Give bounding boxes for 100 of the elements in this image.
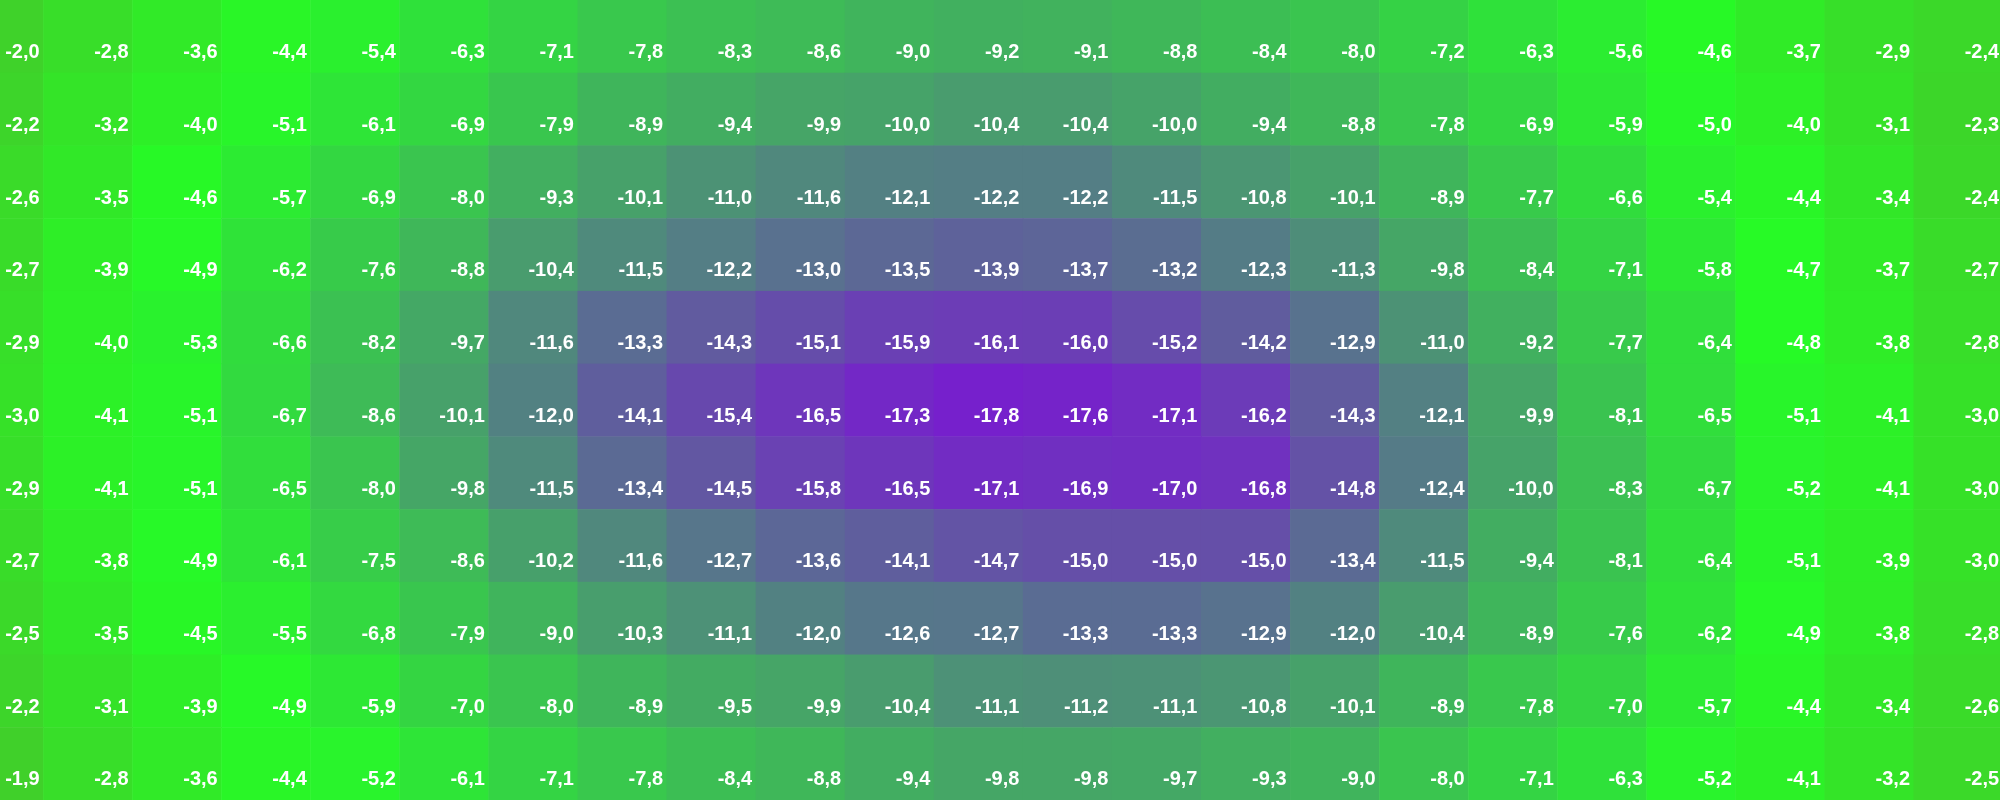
data-label: -2,8	[1964, 622, 2000, 645]
data-label: -8,9	[628, 694, 664, 717]
data-label: -6,9	[1519, 112, 1554, 135]
data-label: -5,1	[183, 476, 218, 499]
data-label: -13,3	[617, 331, 664, 354]
data-label: -11,6	[796, 185, 842, 208]
data-label: -3,4	[1875, 185, 1911, 208]
data-label: -5,2	[361, 767, 396, 790]
data-label: -12,7	[706, 549, 753, 572]
data-label: -15,2	[1151, 331, 1198, 354]
data-label: -2,3	[1964, 112, 2000, 135]
data-label: -17,6	[1062, 403, 1109, 426]
data-label: -3,2	[1875, 767, 1911, 790]
data-label: -10,1	[617, 185, 664, 208]
data-label: -15,0	[1062, 549, 1109, 572]
data-label: -5,9	[361, 694, 396, 717]
data-label: -9,1	[1073, 40, 1109, 63]
data-label: -6,9	[450, 112, 485, 135]
data-label: -12,6	[884, 622, 931, 645]
data-label: -9,3	[539, 185, 574, 208]
data-label: -11,2	[1063, 694, 1109, 717]
data-label: -9,8	[1430, 258, 1465, 281]
data-label: -16,0	[1062, 331, 1109, 354]
data-label: -2,8	[94, 767, 129, 790]
data-label: -4,1	[1786, 767, 1821, 790]
data-label: -6,5	[1697, 403, 1732, 426]
data-label: -6,7	[1697, 476, 1732, 499]
data-label: -14,7	[973, 549, 1020, 572]
data-label: -10,4	[1419, 622, 1465, 645]
data-label: -13,9	[973, 258, 1020, 281]
data-label: -1,9	[5, 767, 40, 790]
data-label: -8,1	[1608, 549, 1643, 572]
data-label: -6,6	[272, 331, 307, 354]
data-label: -8,9	[628, 112, 664, 135]
data-label: -10,0	[1151, 112, 1198, 135]
data-label: -6,2	[272, 258, 307, 281]
data-label: -3,0	[1964, 549, 2000, 572]
data-label: -9,9	[806, 112, 842, 135]
data-label: -12,2	[706, 258, 753, 281]
data-label: -5,0	[1697, 112, 1732, 135]
data-label: -8,6	[450, 549, 485, 572]
data-label: -2,6	[1964, 694, 2000, 717]
data-label: -5,7	[272, 185, 307, 208]
data-label: -14,1	[617, 403, 664, 426]
data-label: -8,8	[450, 258, 485, 281]
data-label: -8,4	[1519, 258, 1554, 281]
data-label: -4,0	[94, 331, 129, 354]
data-label: -4,6	[1697, 40, 1732, 63]
data-label: -9,9	[1519, 403, 1554, 426]
data-label: -5,1	[1786, 403, 1821, 426]
data-label: -17,1	[1151, 403, 1198, 426]
data-label: -3,8	[1875, 622, 1911, 645]
data-label: -2,2	[5, 694, 40, 717]
data-label: -5,3	[183, 331, 218, 354]
data-label: -4,1	[94, 476, 129, 499]
data-label: -7,1	[539, 767, 574, 790]
data-label: -9,7	[1163, 767, 1198, 790]
data-label: -17,1	[973, 476, 1020, 499]
data-label: -10,3	[617, 622, 664, 645]
data-label: -9,4	[1252, 112, 1287, 135]
data-label: -5,1	[1786, 549, 1821, 572]
data-label: -12,7	[973, 622, 1020, 645]
data-label: -9,0	[895, 40, 931, 63]
data-label: -3,5	[94, 622, 129, 645]
data-label: -12,0	[795, 622, 842, 645]
data-label: -7,0	[1608, 694, 1643, 717]
data-label: -4,9	[1786, 622, 1821, 645]
data-label: -7,9	[539, 112, 574, 135]
data-label: -3,2	[94, 112, 129, 135]
data-label: -3,9	[94, 258, 129, 281]
data-label: -11,5	[618, 258, 664, 281]
data-label: -2,2	[5, 112, 40, 135]
data-label: -8,2	[361, 331, 396, 354]
data-label: -8,6	[361, 403, 396, 426]
data-label: -12,0	[528, 403, 574, 426]
data-label: -4,6	[183, 185, 218, 208]
data-label: -9,9	[806, 694, 842, 717]
data-label: -6,9	[361, 185, 396, 208]
data-label: -12,4	[1419, 476, 1465, 499]
data-label: -6,2	[1697, 622, 1732, 645]
data-label: -6,6	[1608, 185, 1643, 208]
data-label: -10,4	[1062, 112, 1109, 135]
data-label: -13,4	[1330, 549, 1376, 572]
data-label: -4,9	[183, 549, 218, 572]
data-label: -10,8	[1240, 185, 1287, 208]
data-label: -4,4	[272, 767, 307, 790]
data-label: -7,5	[361, 549, 396, 572]
data-label: -14,2	[1240, 331, 1287, 354]
data-label: -16,1	[973, 331, 1020, 354]
data-label: -4,1	[1875, 476, 1911, 499]
data-label: -4,4	[1786, 185, 1821, 208]
data-label: -15,4	[706, 403, 753, 426]
data-label: -11,1	[974, 694, 1020, 717]
data-label: -7,6	[361, 258, 396, 281]
data-label: -3,1	[94, 694, 129, 717]
data-label: -2,4	[1964, 185, 2000, 208]
data-label: -8,3	[717, 40, 753, 63]
data-label: -5,2	[1786, 476, 1821, 499]
data-label: -11,1	[707, 622, 753, 645]
data-label: -8,8	[1341, 112, 1376, 135]
